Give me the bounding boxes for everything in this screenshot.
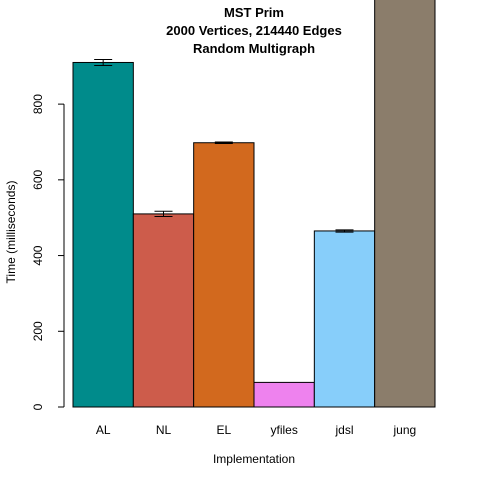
x-tick-label-jdsl: jdsl (334, 423, 353, 437)
title-line-3: Random Multigraph (193, 41, 315, 56)
bar-al (73, 62, 133, 407)
title-line-2: 2000 Vertices, 214440 Edges (166, 23, 342, 38)
bars-group (73, 0, 435, 407)
bar-jung (375, 0, 435, 407)
x-tick-label-yfiles: yfiles (270, 423, 297, 437)
x-tick-label-al: AL (96, 423, 111, 437)
bar-jdsl (314, 231, 374, 407)
title-line-1: MST Prim (224, 5, 284, 20)
bar-yfiles (254, 382, 314, 407)
bar-el (194, 143, 254, 407)
y-tick-label: 200 (31, 321, 45, 341)
y-tick-label: 800 (31, 94, 45, 114)
x-tick-labels: AL NL EL yfiles jdsl jung (96, 423, 416, 437)
y-tick-label: 600 (31, 170, 45, 190)
bar-nl (133, 214, 193, 407)
y-axis-label: Time (milliseconds) (4, 181, 18, 284)
y-tick-label: 400 (31, 245, 45, 265)
chart-title: MST Prim 2000 Vertices, 214440 Edges Ran… (166, 5, 342, 56)
x-axis-label: Implementation (213, 452, 295, 466)
y-tick-label: 0 (31, 403, 45, 410)
y-axis: 0 200 400 600 800 (31, 94, 64, 411)
x-tick-label-nl: NL (156, 423, 172, 437)
x-tick-label-jung: jung (392, 423, 416, 437)
x-tick-label-el: EL (216, 423, 231, 437)
